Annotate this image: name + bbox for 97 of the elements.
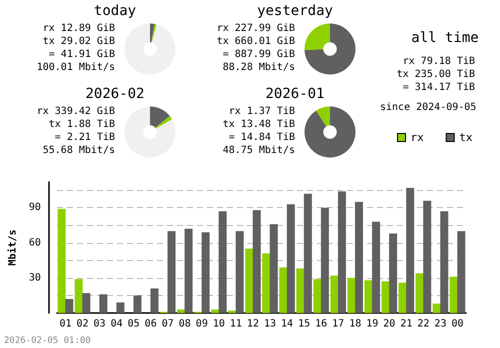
text: 88.28 Mbit/s (222, 61, 295, 74)
bar (184, 228, 193, 313)
text: tx 13.48 TiB (222, 118, 295, 131)
x-tick-label: 19 (366, 318, 378, 330)
chart-title: 2026-02 (84, 86, 146, 102)
x-tick-label: 14 (281, 318, 294, 330)
x-tick-label: 21 (400, 318, 412, 330)
bar (450, 276, 458, 313)
text: 2026-02-05 01:00 (4, 335, 91, 348)
x-tick-label: 12 (246, 318, 259, 330)
text: = 2.21 TiB (54, 131, 115, 144)
bar (133, 295, 142, 313)
text: tx 29.02 GiB (42, 35, 115, 48)
text: all time (410, 30, 480, 46)
bar (58, 208, 66, 313)
x-tick-label: 17 (332, 318, 344, 330)
bar (416, 273, 424, 313)
bar (320, 208, 329, 313)
x-tick-label: 03 (94, 318, 106, 330)
x-tick-label: 11 (230, 318, 242, 330)
bar (338, 191, 346, 313)
y-tick-label: 90 (28, 202, 41, 214)
x-tick-label: 07 (162, 318, 174, 330)
text: since 2024-09-05 (380, 101, 476, 114)
text: = 314.17 TiB (402, 81, 475, 94)
x-tick-label: 04 (110, 318, 123, 330)
x-tick-label: 02 (76, 318, 89, 330)
bar (423, 200, 432, 313)
y-tick-label: 30 (28, 272, 41, 284)
bar (347, 278, 356, 313)
bar (372, 222, 380, 313)
text: 55.68 Mbit/s (42, 144, 115, 157)
text: tx 660.01 GiB (216, 35, 295, 48)
text: tx 235.00 TiB (396, 68, 475, 81)
x-tick-label: 05 (128, 318, 140, 330)
x-tick-label: 01 (59, 318, 72, 330)
x-tick-label: 10 (212, 318, 225, 330)
x-tick-label: 00 (451, 318, 464, 330)
text: 100.01 Mbit/s (36, 61, 115, 74)
bar (432, 304, 441, 313)
bar (99, 294, 108, 313)
bar (211, 309, 220, 313)
x-tick-label: 22 (417, 318, 430, 330)
y-tick-label: 60 (28, 237, 41, 248)
bar (82, 293, 90, 313)
bar (286, 204, 295, 313)
text: 48.75 Mbit/s (222, 144, 295, 157)
x-tick-label: 15 (298, 318, 310, 330)
bar (218, 211, 227, 313)
bar (116, 302, 124, 313)
bar (440, 211, 448, 313)
bar (364, 280, 372, 313)
bar (202, 232, 210, 313)
text: rx 12.89 GiB (42, 22, 115, 35)
chart-title: 2026-01 (265, 86, 324, 102)
text: = 14.84 TiB (228, 131, 295, 144)
bar (313, 279, 322, 313)
text: = 41.91 GiB (48, 48, 115, 61)
y-axis-title: Mbit/s (6, 229, 18, 266)
text: rx 339.42 GiB (36, 105, 115, 118)
bar (252, 210, 261, 313)
x-tick-label: 23 (434, 318, 446, 330)
bar (270, 224, 278, 313)
bar (304, 194, 312, 313)
legend-label: tx (459, 131, 473, 144)
legend-label: rx (410, 131, 424, 144)
bar (398, 282, 407, 313)
bar (236, 231, 244, 313)
x-tick-label: 06 (144, 318, 157, 330)
bar (168, 231, 176, 313)
x-tick-label: 20 (383, 318, 396, 330)
bar (176, 309, 185, 313)
x-tick-label: 09 (196, 318, 208, 330)
bar (245, 248, 254, 313)
bar (457, 231, 466, 313)
x-tick-label: 18 (349, 318, 362, 330)
text: rx 227.99 GiB (216, 22, 295, 35)
bar (262, 253, 270, 313)
bar (279, 267, 288, 313)
bar (355, 202, 364, 313)
text: rx 79.18 TiB (402, 55, 475, 68)
text: rx 1.37 TiB (228, 105, 295, 118)
chart-title: yesterday (256, 3, 334, 19)
bar (389, 233, 398, 313)
x-tick-label: 16 (315, 318, 328, 330)
bar (65, 298, 74, 313)
chart-title: today (92, 3, 138, 19)
bar (74, 279, 83, 313)
bar (382, 281, 390, 313)
x-tick-label: 13 (264, 318, 276, 330)
text: = 887.99 GiB (222, 48, 295, 61)
text: tx 1.88 TiB (48, 118, 115, 131)
bar (406, 188, 414, 313)
bar (330, 276, 338, 313)
bar (150, 288, 158, 313)
bar (296, 268, 304, 313)
x-tick-label: 08 (178, 318, 191, 330)
